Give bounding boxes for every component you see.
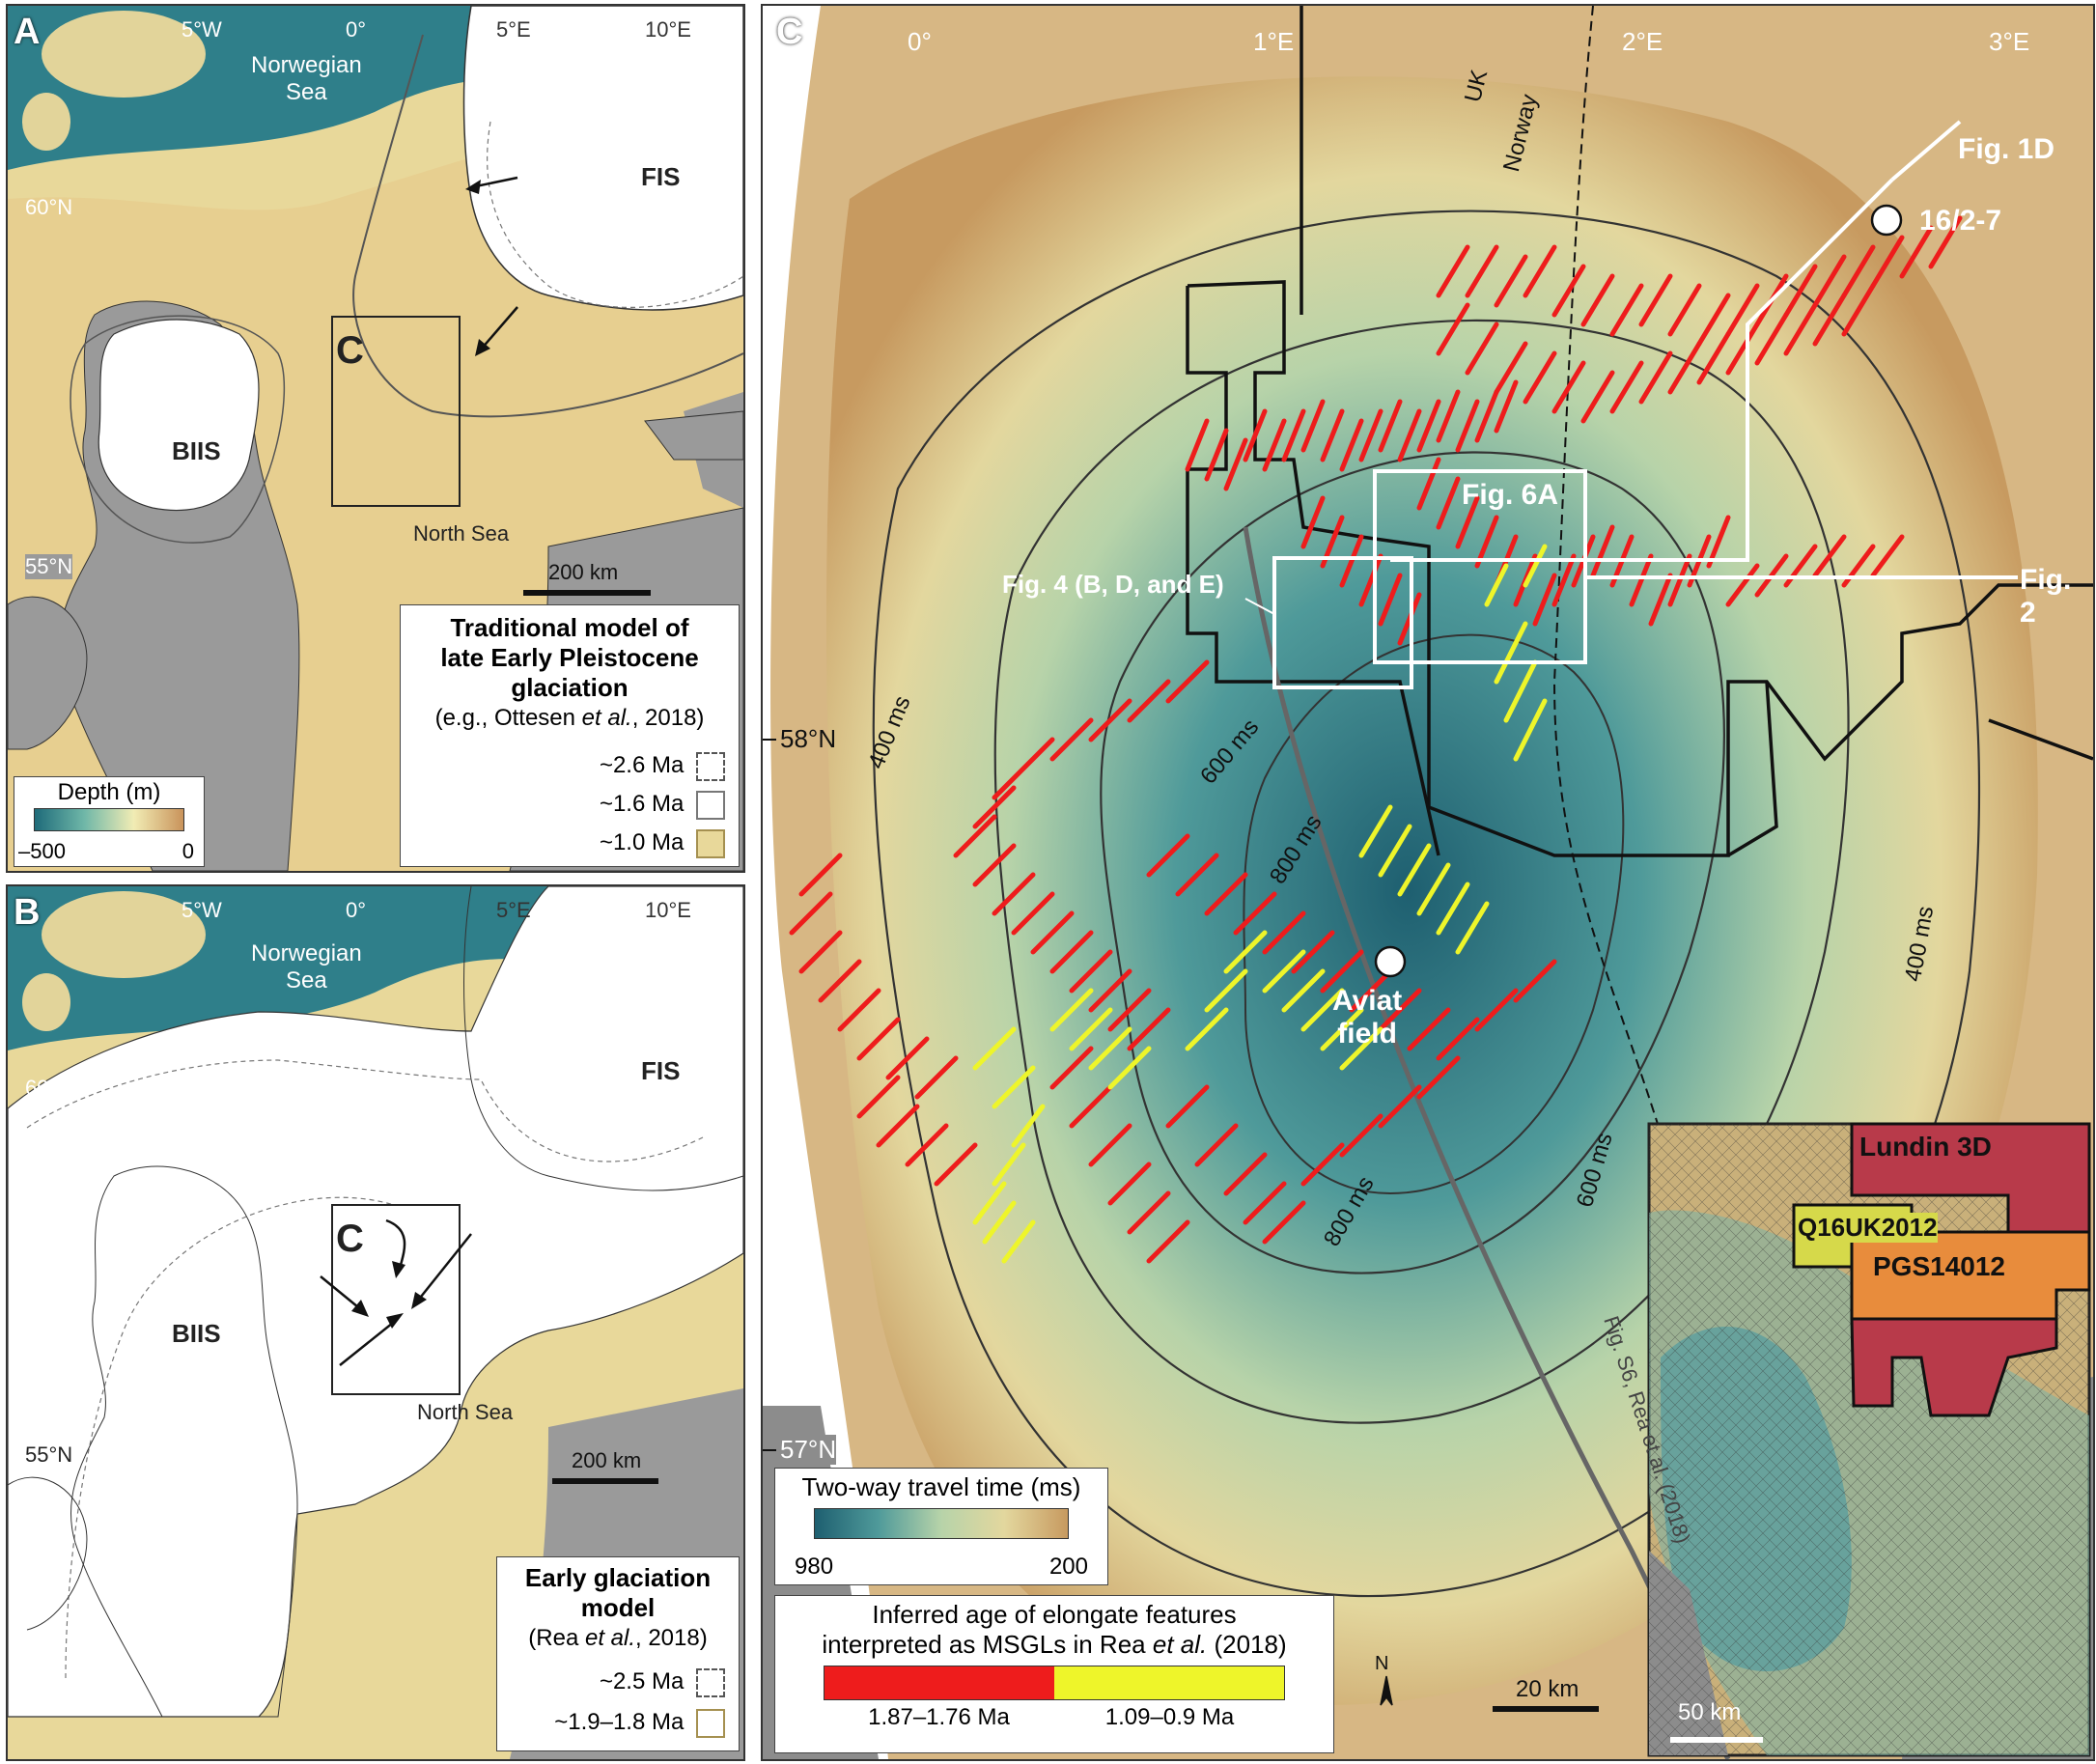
legend-b-title: Early glaciation model	[524, 1563, 712, 1622]
depth-legend: Depth (m) –500 0	[14, 776, 205, 867]
early-model-legend: Early glaciation model (Rea et al., 2018…	[496, 1556, 740, 1751]
fig-4-box	[1272, 556, 1413, 689]
legend-items: ~2.6 Ma ~1.6 Ma ~1.0 Ma	[600, 746, 725, 862]
lon-label-0-b: 0°	[346, 898, 367, 922]
fis-label-b: FIS	[641, 1056, 681, 1085]
msgl-legend: Inferred age of elongate features interp…	[774, 1595, 1334, 1753]
panel-b-scalebar-label: 200 km	[572, 1448, 642, 1472]
fig-1d-label: Fig. 1D	[1958, 133, 2055, 165]
inset-scalebar-label: 50 km	[1678, 1699, 1742, 1725]
lat-label-57n: 57°N	[780, 1435, 837, 1465]
lat-label-60n: 60°N	[25, 195, 73, 219]
lon-label-5e: 5°E	[496, 17, 531, 42]
well-16-2-7-label: 16/2-7	[1919, 205, 2002, 237]
depth-legend-title: Depth (m)	[57, 779, 161, 805]
biis-label-b: BIIS	[172, 1319, 221, 1348]
panel-a: C A 5°W 0° 5°E 10°E 60°N 55°N Norwegian S…	[6, 4, 745, 873]
legend-b-item-25: ~2.5 Ma	[554, 1662, 725, 1702]
panel-b-letter: B	[14, 892, 41, 933]
depth-colorbar	[34, 808, 184, 831]
box-c-label-b: C	[336, 1218, 364, 1260]
north-arrow-icon	[1380, 1675, 1393, 1706]
legend-b-citation: (Rea et al., 2018)	[528, 1625, 708, 1651]
fig-6a-label: Fig. 6A	[1462, 479, 1559, 511]
aviat-field-label: Aviat field	[1332, 985, 1403, 1050]
north-sea-label-b: North Sea	[417, 1400, 514, 1424]
msgl-legend-labels: 1.87–1.76 Ma 1.09–0.9 Ma	[824, 1704, 1285, 1731]
biis-label: BIIS	[172, 436, 221, 465]
lon-label-5w: 5°W	[182, 17, 222, 42]
north-sea-label: North Sea	[413, 521, 510, 546]
lon-label-10e-b: 10°E	[645, 898, 691, 922]
q16uk2012-label: Q16UK2012	[1798, 1213, 1938, 1243]
fig-2-label: Fig. 2	[2020, 564, 2072, 629]
msgl-color-swatches	[824, 1666, 1285, 1700]
twt-legend-title: Two-way travel time (ms)	[801, 1472, 1081, 1501]
msgl-swatch-red	[824, 1666, 1054, 1699]
lundin-3d-label: Lundin 3D	[1859, 1132, 1992, 1162]
lon-label-3e-c: 3°E	[1989, 27, 2030, 56]
lat-label-55n: 55°N	[25, 554, 73, 579]
north-arrow-label: N	[1375, 1653, 1389, 1674]
fig-4-label: Fig. 4 (B, D, and E)	[1002, 570, 1224, 599]
msgl-label-red: 1.87–1.76 Ma	[868, 1704, 1010, 1730]
lon-label-10e: 10°E	[645, 17, 691, 42]
panel-b: C B 5°W 0° 5°E 10°E 60°N 55°N Norwegian S…	[6, 884, 745, 1761]
lon-label-5w-b: 5°W	[182, 898, 222, 922]
legend-title: Traditional model of late Early Pleistoc…	[440, 613, 699, 702]
legend-b-items: ~2.5 Ma ~1.9–1.8 Ma	[554, 1662, 725, 1743]
panel-c: C 0° 1°E 2°E 3°E 58°N 57°N UK Norway 400…	[761, 4, 2095, 1761]
lat-label-55n-b: 55°N	[25, 1442, 73, 1467]
pgs14012-label: PGS14012	[1873, 1251, 2005, 1281]
lon-label-2e-c: 2°E	[1622, 27, 1663, 56]
depth-legend-min: –500	[18, 839, 66, 863]
fig-6a-box	[1373, 469, 1587, 664]
legend-item-16: ~1.6 Ma	[600, 785, 725, 824]
msgl-legend-line1: Inferred age of elongate features	[872, 1600, 1237, 1629]
box-c-label: C	[336, 329, 364, 372]
msgl-yellow-features	[972, 544, 1548, 1264]
panel-c-letter: C	[776, 12, 803, 52]
aviat-field-marker	[1374, 945, 1407, 978]
lat-label-58n: 58°N	[780, 724, 837, 753]
lon-label-5e-b: 5°E	[496, 898, 531, 922]
panel-c-scalebar-label: 20 km	[1516, 1676, 1579, 1702]
msgl-label-yellow: 1.09–0.9 Ma	[1104, 1704, 1235, 1730]
lat-label-60n-b: 60°N	[25, 1076, 73, 1100]
lon-label-0: 0°	[346, 17, 367, 42]
msgl-red-features	[789, 215, 1963, 1264]
well-16-2-7-marker	[1870, 204, 1903, 237]
lon-label-0-c: 0°	[908, 27, 932, 56]
panel-a-letter: A	[14, 12, 41, 52]
traditional-model-legend: Traditional model of late Early Pleistoc…	[400, 604, 740, 867]
twt-colorbar	[814, 1508, 1069, 1539]
norwegian-sea-label: Norwegian Sea	[251, 52, 362, 105]
panel-a-scalebar-label: 200 km	[548, 560, 619, 584]
msgl-legend-line2: interpreted as MSGLs in Rea et al. (2018…	[822, 1630, 1287, 1659]
fis-label: FIS	[641, 162, 681, 191]
msgl-swatch-yellow	[1054, 1666, 1284, 1699]
lon-label-1e-c: 1°E	[1253, 27, 1295, 56]
norwegian-sea-label-b: Norwegian Sea	[251, 940, 362, 994]
twt-legend-min: 980	[795, 1554, 834, 1580]
legend-b-item-19: ~1.9–1.8 Ma	[554, 1702, 725, 1743]
legend-citation: (e.g., Ottesen et al., 2018)	[434, 705, 705, 731]
twt-legend: Two-way travel time (ms) 980 200	[774, 1468, 1108, 1585]
depth-legend-max: 0	[182, 839, 194, 863]
legend-item-10: ~1.0 Ma	[600, 824, 725, 862]
twt-legend-max: 200	[1048, 1554, 1088, 1580]
legend-item-26: ~2.6 Ma	[600, 746, 725, 785]
